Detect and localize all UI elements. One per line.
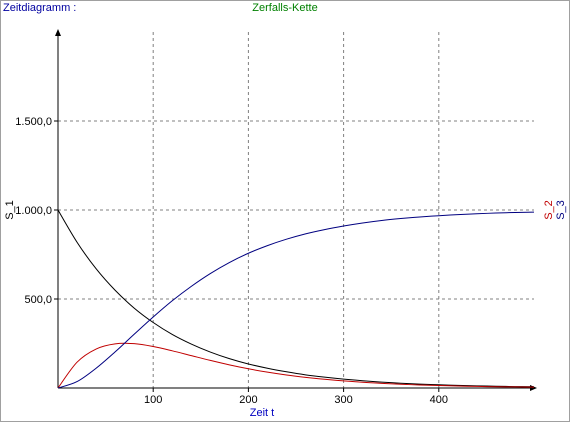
- tick-labels: 100 200 300 400 500,0 1.000,0 1.500,0: [15, 116, 448, 406]
- series-lines: [57, 209, 535, 389]
- x-axis-label: Zeit t: [250, 407, 274, 419]
- y-axis-arrow: [55, 29, 61, 36]
- y-tick-label: 500,0: [24, 294, 52, 306]
- grid-lines: [58, 32, 534, 388]
- y-axis-label-right-s3: S_3: [555, 200, 567, 220]
- y-tick-label: 1.000,0: [15, 205, 52, 217]
- x-tick-label: 300: [334, 394, 352, 406]
- x-axis-arrow: [530, 385, 537, 391]
- axes: [54, 29, 537, 392]
- series-line-s2: [57, 342, 535, 389]
- diagram-type-label: Zeitdiagramm :: [3, 2, 77, 14]
- x-tick-label: 400: [430, 394, 448, 406]
- chart-title: Zerfalls-Kette: [252, 2, 318, 14]
- x-tick-label: 200: [239, 394, 257, 406]
- y-axis-label-right-s2: S_2: [543, 200, 555, 220]
- y-tick-label: 1.500,0: [15, 116, 52, 128]
- y-axis-label-left: S_1: [4, 200, 16, 220]
- series-line-s3: [57, 211, 535, 389]
- x-tick-label: 100: [144, 394, 162, 406]
- series-line-s1: [57, 209, 535, 388]
